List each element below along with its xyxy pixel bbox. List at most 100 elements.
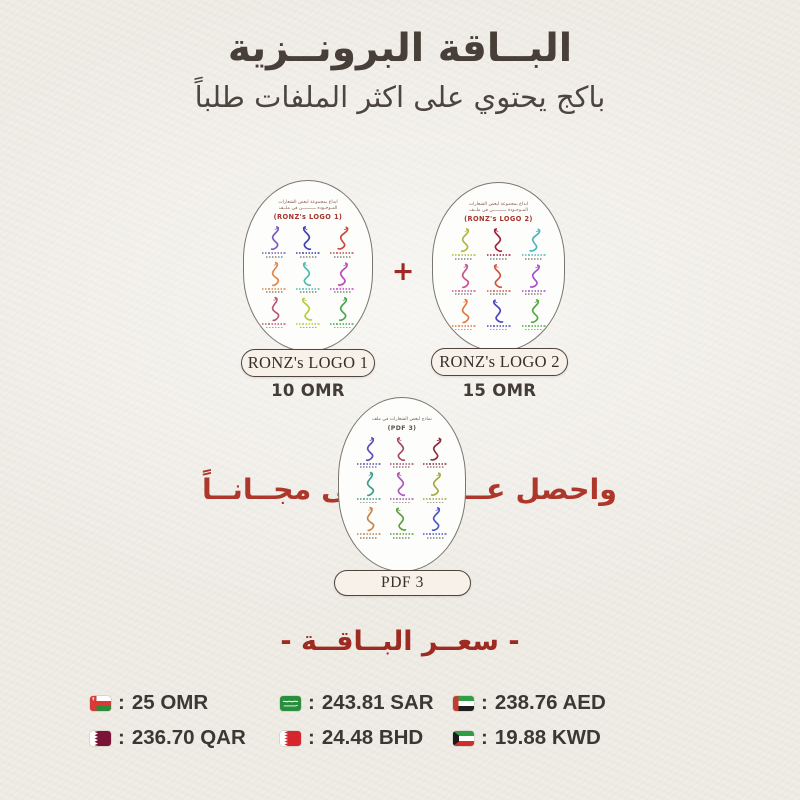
logo-caption-line bbox=[525, 293, 542, 295]
logo-artwork bbox=[292, 261, 324, 293]
logo-caption-line bbox=[296, 252, 320, 255]
logo-artwork bbox=[258, 296, 290, 329]
logo-caption-line bbox=[262, 287, 286, 290]
logo-artwork bbox=[420, 471, 451, 504]
logo-artwork bbox=[447, 298, 480, 331]
calligraphy-logo-icon bbox=[528, 228, 540, 252]
logo-caption-line bbox=[333, 291, 351, 293]
package-pill-pdf3: PDF 3 bbox=[334, 570, 471, 596]
package-name-label: (RONZ's LOGO 1) bbox=[273, 213, 343, 222]
package-price-label: 10 OMR bbox=[271, 381, 345, 400]
package-micro-text: ابداع بمجموعة لبعض الشعارات bbox=[468, 202, 529, 207]
logo-caption-line bbox=[525, 257, 542, 260]
price-amount: 236.70 QAR bbox=[131, 726, 246, 749]
logo-artwork bbox=[258, 261, 290, 293]
logo-caption-line bbox=[423, 533, 448, 536]
logo-caption-line bbox=[333, 326, 351, 329]
logo-artwork bbox=[326, 296, 358, 329]
logo-caption-line bbox=[451, 324, 476, 327]
logo-artwork bbox=[353, 506, 384, 539]
logo-caption-line bbox=[393, 466, 411, 468]
logo-artwork bbox=[517, 263, 550, 295]
logo-caption-line bbox=[455, 257, 472, 260]
logo-caption-line bbox=[490, 257, 507, 260]
qatar-flag-icon bbox=[90, 730, 111, 746]
logo-artwork bbox=[353, 471, 384, 504]
logo-caption-line bbox=[389, 533, 414, 536]
logo-caption-line bbox=[389, 462, 414, 465]
logo-caption-line bbox=[360, 536, 378, 539]
calligraphy-logo-icon bbox=[529, 263, 540, 288]
price-item-sar: : 243.81 SAR bbox=[280, 691, 453, 715]
logo-artwork bbox=[420, 436, 451, 468]
package-header: نماذج لبعض الشعارات في ملف (PDF 3) bbox=[339, 417, 465, 432]
logo-caption-line bbox=[299, 326, 317, 329]
logo-caption-line bbox=[521, 324, 546, 327]
calligraphy-logo-icon bbox=[492, 299, 503, 323]
calligraphy-logo-icon bbox=[460, 228, 469, 253]
logo-caption-line bbox=[451, 289, 476, 292]
calligraphy-logo-icon bbox=[432, 507, 441, 532]
price-separator: : bbox=[308, 726, 315, 749]
logo-caption-line bbox=[262, 322, 286, 325]
logo-caption-line bbox=[330, 252, 354, 255]
saudi-flag-icon bbox=[280, 695, 301, 711]
calligraphy-logo-icon bbox=[337, 261, 348, 286]
logo-caption-line bbox=[426, 536, 444, 539]
logo-caption-line bbox=[356, 497, 381, 500]
calligraphy-logo-icon bbox=[301, 297, 313, 321]
logo-caption-line bbox=[393, 536, 411, 539]
price-separator: : bbox=[481, 691, 488, 714]
logo-caption-line bbox=[486, 324, 511, 327]
calligraphy-logo-icon bbox=[493, 263, 502, 288]
page-title: البــاقة البرونــزية bbox=[227, 26, 573, 71]
calligraphy-logo-icon bbox=[461, 263, 469, 288]
logo-caption-line bbox=[299, 291, 317, 293]
free-offer-text-right: واحصل عــــ bbox=[447, 473, 617, 506]
calligraphy-logo-icon bbox=[431, 472, 442, 496]
price-amount: 238.76 AED bbox=[494, 691, 606, 714]
calligraphy-logo-icon bbox=[338, 296, 348, 322]
logo-artwork bbox=[353, 436, 384, 468]
calligraphy-logo-icon bbox=[337, 226, 349, 250]
logo-artwork bbox=[482, 263, 515, 295]
oman-flag-icon bbox=[90, 695, 111, 711]
logo-caption-line bbox=[265, 255, 283, 258]
package-card-logo2: ابداع بمجموعة لبعض الشعارات المـوجـودة ـ… bbox=[432, 182, 565, 352]
package-header: ابداع بمجموعة لبعض الشعارات المـوجـودة ـ… bbox=[244, 200, 372, 221]
kuwait-flag-icon bbox=[453, 730, 474, 746]
price-amount: 243.81 SAR bbox=[321, 691, 434, 714]
calligraphy-logo-icon bbox=[271, 261, 280, 286]
logo-caption-line bbox=[521, 289, 546, 292]
price-separator: : bbox=[118, 691, 125, 714]
logo-artwork bbox=[420, 506, 451, 539]
calligraphy-logo-icon bbox=[493, 228, 502, 253]
page-subtitle: باكج يحتوي على اكثر الملفات طلباً bbox=[194, 80, 606, 114]
logo-caption-line bbox=[486, 289, 511, 292]
logo-artwork bbox=[517, 298, 550, 331]
package-micro-text: ابداع بمجموعة لبعض الشعارات bbox=[278, 200, 338, 205]
price-amount: 24.48 BHD bbox=[321, 726, 424, 749]
price-item-kwd: : 19.88 KWD bbox=[453, 726, 623, 750]
package-name-label: (PDF 3) bbox=[387, 424, 417, 432]
calligraphy-logo-icon bbox=[366, 471, 374, 497]
logo-artwork bbox=[386, 506, 417, 539]
package-header: ابداع بمجموعة لبعض الشعارات المـوجـودة ـ… bbox=[433, 202, 564, 223]
logo-caption-line bbox=[490, 293, 507, 295]
calligraphy-logo-icon bbox=[365, 436, 374, 461]
price-separator: : bbox=[308, 691, 315, 714]
logo-caption-line bbox=[330, 322, 354, 325]
package-card-pdf3: نماذج لبعض الشعارات في ملف (PDF 3) bbox=[338, 397, 466, 572]
logo-artwork bbox=[447, 227, 480, 260]
logo-caption-line bbox=[296, 322, 320, 325]
uae-flag-icon bbox=[453, 695, 474, 711]
logo-caption-line bbox=[451, 254, 476, 257]
logo-caption-line bbox=[262, 252, 286, 255]
logo-caption-line bbox=[455, 328, 472, 331]
logo-caption-line bbox=[330, 287, 354, 290]
price-amount: 25 OMR bbox=[131, 691, 209, 714]
logo-grid bbox=[339, 436, 465, 539]
calligraphy-logo-icon bbox=[461, 298, 469, 324]
logo-caption-line bbox=[393, 501, 411, 504]
